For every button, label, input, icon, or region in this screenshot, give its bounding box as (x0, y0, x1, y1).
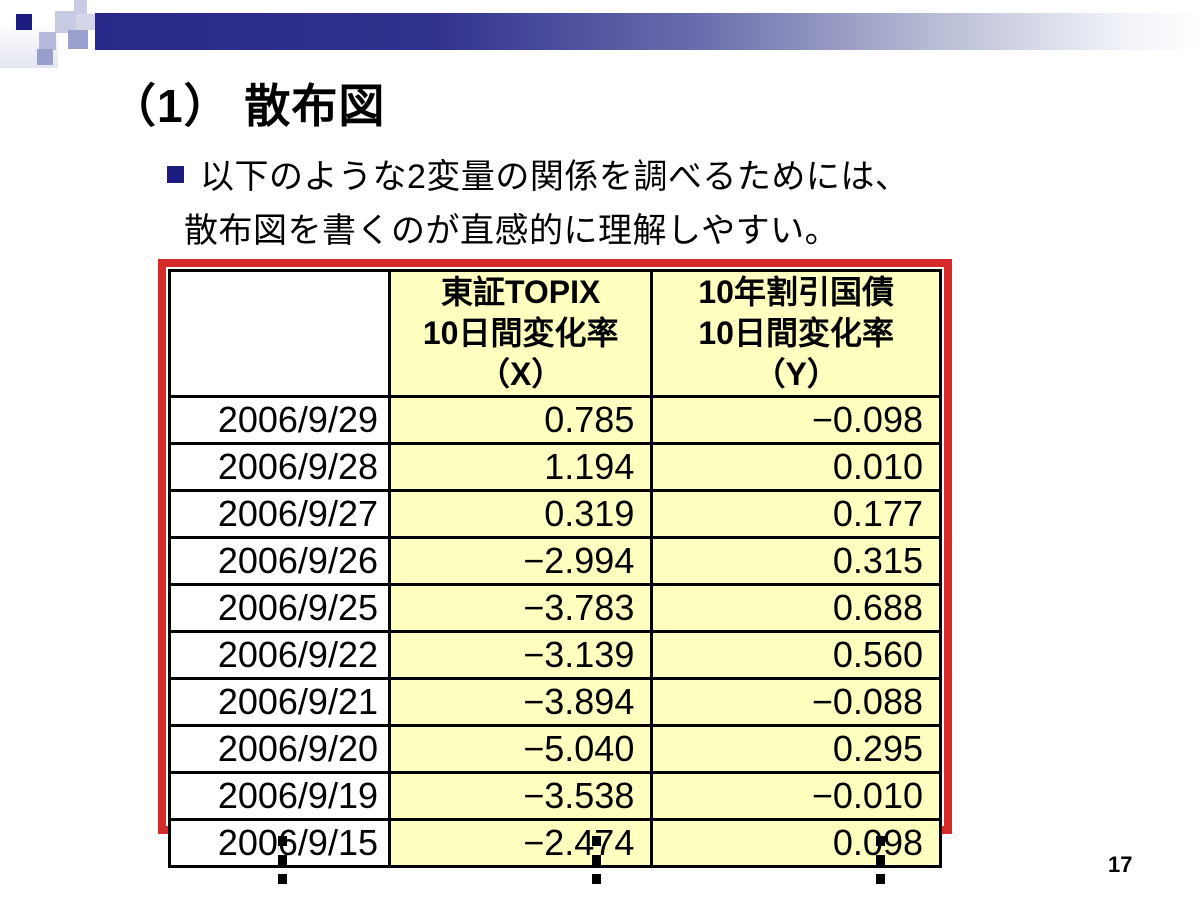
ellipsis-column-x (592, 836, 601, 893)
date-cell: 2006/9/19 (168, 771, 391, 821)
date-cell: 2006/9/21 (168, 677, 391, 727)
ellipsis-dot (278, 874, 287, 884)
table-row: 2006/9/19 −3.538 −0.010 (168, 771, 942, 821)
y-value-cell: 0.010 (650, 442, 942, 492)
y-header-line: （Y） (753, 356, 839, 392)
x-column-header: 東証TOPIX 10日間変化率 （X） (387, 269, 654, 398)
ellipsis-dot (876, 836, 885, 846)
table-row: 2006/9/28 1.194 0.010 (168, 442, 942, 492)
table-row: 2006/9/22 −3.139 0.560 (168, 630, 942, 680)
table-row: 2006/9/20 −5.040 0.295 (168, 724, 942, 774)
deco-square (16, 14, 32, 30)
y-value-cell: 0.177 (650, 489, 942, 539)
y-value-cell: −0.098 (650, 395, 942, 445)
header-decoration (0, 0, 1200, 70)
deco-square (37, 49, 53, 65)
x-value-cell: −3.894 (387, 677, 654, 727)
y-header-line: 10日間変化率 (698, 315, 894, 351)
x-value-cell: −3.538 (387, 771, 654, 821)
y-value-cell: 0.560 (650, 630, 942, 680)
deco-square (68, 30, 88, 49)
y-value-cell: 0.098 (650, 818, 942, 868)
y-value-cell: 0.315 (650, 536, 942, 586)
y-column-header: 10年割引国債 10日間変化率 （Y） (650, 269, 942, 398)
table-row: 2006/9/27 0.319 0.177 (168, 489, 942, 539)
x-value-cell: 0.785 (387, 395, 654, 445)
bullet-square-icon (167, 166, 184, 183)
x-header-line: 10日間変化率 (422, 315, 619, 351)
x-value-cell: −2.474 (387, 818, 654, 868)
y-value-cell: 0.688 (650, 583, 942, 633)
ellipsis-column-y (876, 836, 885, 893)
x-header-line: （X） (477, 356, 564, 392)
date-cell: 2006/9/28 (168, 442, 391, 492)
deco-square (74, 0, 87, 14)
deco-square (55, 11, 76, 33)
y-value-cell: 0.295 (650, 724, 942, 774)
header-row: 東証TOPIX 10日間変化率 （X） 10年割引国債 10日間変化率 （Y） (168, 269, 942, 398)
deco-square (76, 14, 95, 30)
x-value-cell: 1.194 (387, 442, 654, 492)
x-value-cell: −3.139 (387, 630, 654, 680)
bullet-text-line1: 以下のような2変量の関係を調べるためには、 (200, 158, 910, 196)
ellipsis-dot (592, 836, 601, 846)
page-number: 17 (1108, 852, 1133, 877)
date-cell: 2006/9/27 (168, 489, 391, 539)
table-row: 2006/9/26 −2.994 0.315 (168, 536, 942, 586)
corner-cell (168, 269, 391, 398)
data-table: 東証TOPIX 10日間変化率 （X） 10年割引国債 10日間変化率 （Y） … (168, 269, 942, 868)
ellipsis-dot (592, 855, 601, 865)
date-cell: 2006/9/22 (168, 630, 391, 680)
ellipsis-dot (876, 874, 885, 884)
page-title: （1） 散布図 (110, 80, 386, 132)
ellipsis-dot (876, 855, 885, 865)
data-table-frame: 東証TOPIX 10日間変化率 （X） 10年割引国債 10日間変化率 （Y） … (158, 259, 952, 868)
x-value-cell: −3.783 (387, 583, 654, 633)
bullet-text-line2: 散布図を書くのが直感的に理解しやすい。 (184, 212, 840, 250)
x-value-cell: 0.319 (387, 489, 654, 539)
y-header-line: 10年割引国債 (698, 274, 894, 310)
ellipsis-column-dates (278, 836, 287, 893)
x-value-cell: −2.994 (387, 536, 654, 586)
date-cell: 2006/9/29 (168, 395, 391, 445)
date-cell: 2006/9/26 (168, 536, 391, 586)
y-value-cell: −0.088 (650, 677, 942, 727)
ellipsis-dot (592, 874, 601, 884)
date-cell: 2006/9/25 (168, 583, 391, 633)
x-value-cell: −5.040 (387, 724, 654, 774)
header-gradient-bar (95, 13, 1200, 50)
date-cell: 2006/9/20 (168, 724, 391, 774)
ellipsis-dot (278, 836, 287, 846)
table-row: 2006/9/29 0.785 −0.098 (168, 395, 942, 445)
table-row: 2006/9/25 −3.783 0.688 (168, 583, 942, 633)
y-value-cell: −0.010 (650, 771, 942, 821)
ellipsis-dot (278, 855, 287, 865)
x-header-line: 東証TOPIX (440, 274, 601, 310)
table-row: 2006/9/21 −3.894 −0.088 (168, 677, 942, 727)
deco-square (39, 32, 56, 50)
